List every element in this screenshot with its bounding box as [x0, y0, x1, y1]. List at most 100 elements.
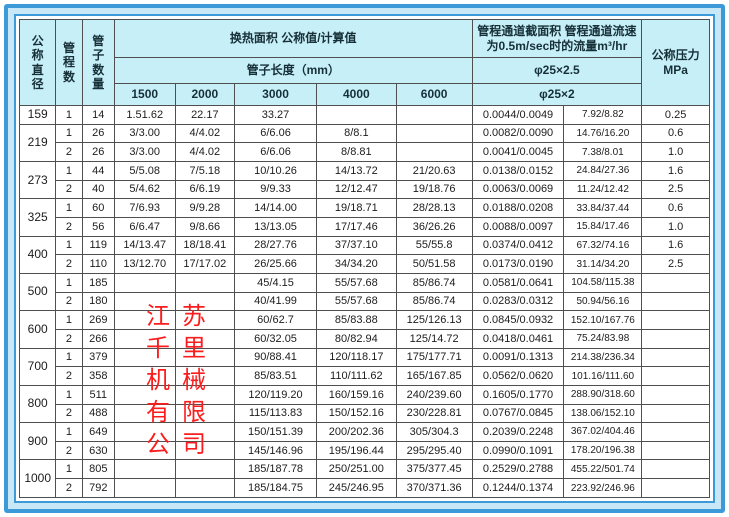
- cell-channel-section: 0.0581/0.0641: [471, 272, 565, 293]
- cell-area-3000: 90/88.41: [234, 347, 317, 368]
- cell-area-1500: [113, 310, 176, 330]
- table-row: 600 1 269 60/62.7 85/83.88 125/126.13 0.0845/0…: [18, 310, 710, 349]
- cell-tube-count: 110: [81, 254, 115, 274]
- cell-area-4000: 200/202.36: [315, 422, 397, 442]
- cell-nominal-pressure: [641, 291, 710, 312]
- cell-pass-count: 2: [55, 403, 83, 424]
- blue-frame-inner: 公称直径 管程数 管子数量 换热面积 公称值/计算值 管程通道截面积 管程通道流…: [14, 14, 715, 503]
- cell-area-3000: 185/187.78: [234, 459, 317, 480]
- cell-nominal-diameter: 500: [18, 272, 57, 312]
- cell-area-4000: 80/82.94: [315, 328, 397, 349]
- cell-area-2000: [174, 440, 236, 461]
- cell-area-6000: 370/371.36: [395, 478, 473, 498]
- table-row: 2 40 5/4.62 6/6.19 9/9.33 12/12.47 19/18.76 0.0…: [20, 179, 710, 200]
- cell-flow-rate: 33.84/37.44: [563, 198, 643, 218]
- table-row: 800 1 511 120/119.20 160/159.16 240/239.60 0.1…: [18, 384, 710, 424]
- cell-channel-section: 0.0418/0.0461: [471, 328, 565, 349]
- cell-flow-rate: 223.92/246.96: [563, 478, 643, 498]
- header-length-4000: 4000: [315, 83, 397, 106]
- cell-area-6000: 55/55.8: [395, 235, 473, 256]
- cell-area-3000: 45/4.15: [234, 272, 317, 293]
- table-row: 325 1 60 7/6.93 9/9.28 14/14.00 19/18.71 28/28.…: [18, 198, 710, 237]
- table-row: 2 488 115/113.83 150/152.16 230/228.81 0.0767…: [20, 403, 710, 424]
- cell-channel-section: 0.0082/0.0090: [471, 123, 565, 144]
- heat-exchanger-spec-table: 公称直径 管程数 管子数量 换热面积 公称值/计算值 管程通道截面积 管程通道流…: [18, 19, 710, 498]
- cell-pass-count: 1: [55, 422, 83, 442]
- cell-area-2000: [174, 310, 236, 330]
- cell-area-2000: [174, 347, 236, 368]
- cell-area-6000: 125/126.13: [395, 310, 473, 330]
- cell-area-6000: 165/167.85: [395, 366, 473, 386]
- cell-area-1500: [113, 328, 176, 349]
- blue-frame-middle: 公称直径 管程数 管子数量 换热面积 公称值/计算值 管程通道截面积 管程通道流…: [8, 8, 721, 509]
- table-row: 159 1 14 1.51.62 22.17 33.27 0.0044/0.0049 7.92…: [18, 105, 710, 125]
- cell-area-1500: 5/5.08: [113, 160, 176, 181]
- cell-channel-section: 0.0044/0.0049: [471, 105, 565, 125]
- cell-area-4000: 17/17.46: [315, 216, 397, 237]
- table-row: 2 180 40/41.99 55/57.68 85/86.74 0.0283/0.031…: [20, 291, 710, 312]
- table-row: 2 630 145/146.96 195/196.44 295/295.40 0.0990…: [20, 440, 710, 461]
- cell-channel-section: 0.0041/0.0045: [471, 142, 565, 162]
- cell-area-3000: 60/32.05: [234, 328, 317, 349]
- cell-area-4000: 120/118.17: [315, 347, 397, 368]
- header-nominal-pressure: 公称压力 MPa: [641, 19, 710, 106]
- cell-nominal-pressure: [641, 347, 710, 368]
- cell-pass-count: 2: [55, 291, 83, 312]
- cell-flow-rate: 138.06/152.10: [563, 403, 643, 424]
- table-header: 公称直径 管程数 管子数量 换热面积 公称值/计算值 管程通道截面积 管程通道流…: [18, 19, 710, 106]
- cell-area-2000: 18/18.41: [174, 235, 236, 256]
- cell-area-1500: 5/4.62: [113, 179, 176, 200]
- cell-area-6000: 85/86.74: [395, 291, 473, 312]
- header-phi-25x2: φ25×2: [471, 83, 643, 106]
- header-tube-count-label: 管子数量: [92, 33, 105, 91]
- cell-flow-rate: 24.84/27.36: [563, 160, 643, 181]
- header-tube-count: 管子数量: [81, 19, 115, 106]
- cell-channel-section: 0.0990/0.1091: [471, 440, 565, 461]
- cell-pass-count: 2: [55, 440, 83, 461]
- cell-flow-rate: 7.92/8.82: [563, 105, 643, 125]
- cell-area-6000: [395, 142, 473, 162]
- cell-area-3000: 13/13.05: [234, 216, 317, 237]
- cell-channel-section: 0.0091/0.1313: [471, 347, 565, 368]
- header-length-2000: 2000: [174, 83, 236, 106]
- cell-channel-section: 0.0767/0.0845: [471, 403, 565, 424]
- cell-area-1500: [113, 384, 176, 405]
- cell-area-3000: 33.27: [234, 105, 317, 125]
- cell-area-6000: 230/228.81: [395, 403, 473, 424]
- cell-pass-count: 1: [55, 272, 83, 293]
- cell-area-2000: [174, 478, 236, 498]
- cell-nominal-pressure: 0.6: [641, 198, 710, 218]
- cell-area-6000: 375/377.45: [395, 459, 473, 480]
- cell-area-4000: 110/111.62: [315, 366, 397, 386]
- cell-area-4000: 55/57.68: [315, 272, 397, 293]
- cell-pass-count: 1: [55, 105, 83, 125]
- cell-channel-section: 0.0138/0.0152: [471, 160, 565, 181]
- cell-flow-rate: 152.10/167.76: [563, 310, 643, 330]
- cell-nominal-pressure: 1.6: [641, 235, 710, 256]
- cell-area-2000: [174, 328, 236, 349]
- cell-channel-section: 0.0283/0.0312: [471, 291, 565, 312]
- cell-tube-count: 269: [81, 310, 115, 330]
- cell-channel-section: 0.0374/0.0412: [471, 235, 565, 256]
- cell-nominal-pressure: 2.5: [641, 254, 710, 274]
- cell-channel-section: 0.1244/0.1374: [471, 478, 565, 498]
- header-length-1500: 1500: [113, 83, 176, 106]
- cell-area-2000: 7/5.18: [174, 160, 236, 181]
- cell-flow-rate: 101.16/111.60: [563, 366, 643, 386]
- cell-tube-count: 14: [81, 105, 115, 125]
- cell-pass-count: 1: [55, 198, 83, 218]
- cell-tube-count: 488: [81, 403, 115, 424]
- cell-area-4000: 37/37.10: [315, 235, 397, 256]
- cell-pass-count: 1: [55, 235, 83, 256]
- cell-area-2000: 22.17: [174, 105, 236, 125]
- cell-nominal-diameter: 325: [18, 198, 57, 237]
- blue-frame-outer: 公称直径 管程数 管子数量 换热面积 公称值/计算值 管程通道截面积 管程通道流…: [4, 4, 725, 513]
- cell-tube-count: 379: [81, 347, 115, 368]
- cell-area-1500: [113, 440, 176, 461]
- cell-area-3000: 115/113.83: [234, 403, 317, 424]
- cell-channel-section: 0.2039/0.2248: [471, 422, 565, 442]
- cell-pass-count: 1: [55, 123, 83, 144]
- cell-area-1500: 6/6.47: [113, 216, 176, 237]
- table-row: 273 1 44 5/5.08 7/5.18 10/10.26 14/13.72 21/20.…: [18, 160, 710, 200]
- cell-area-4000: 85/83.88: [315, 310, 397, 330]
